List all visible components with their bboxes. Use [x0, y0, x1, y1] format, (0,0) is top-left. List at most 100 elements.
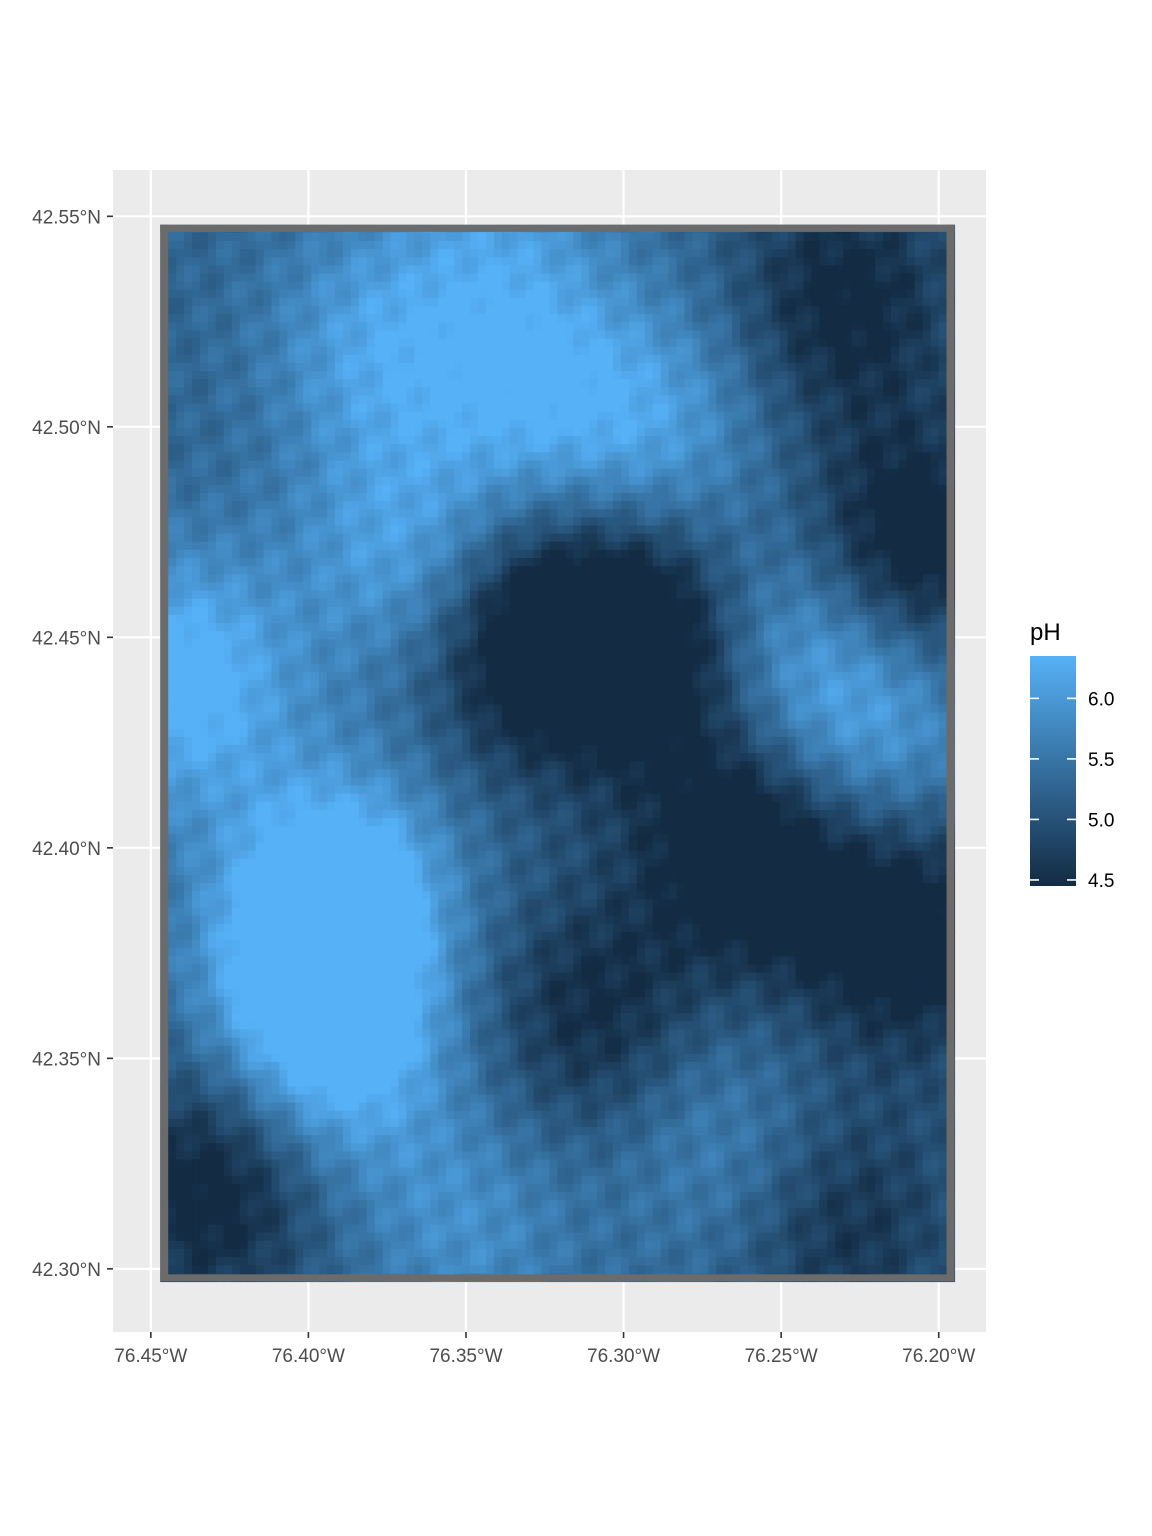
raster-cell: [557, 387, 566, 397]
raster-cell: [883, 257, 892, 266]
raster-cell: [628, 403, 638, 413]
raster-cell: [382, 354, 392, 364]
raster-cell: [509, 444, 519, 453]
raster-cell: [875, 566, 884, 575]
raster-cell: [501, 379, 511, 388]
raster-cell: [517, 501, 527, 510]
raster-cell: [485, 598, 495, 608]
raster-cell: [533, 566, 543, 575]
raster-cell: [859, 403, 868, 413]
raster-cell: [462, 468, 471, 478]
raster-cell: [311, 354, 320, 364]
raster-cell: [231, 492, 241, 502]
raster-cell: [692, 265, 701, 275]
raster-cell: [303, 419, 312, 429]
raster-cell: [215, 379, 225, 388]
raster-cell: [446, 598, 455, 608]
raster-cell: [692, 297, 701, 307]
raster-cell: [906, 265, 916, 275]
raster-cell: [612, 346, 622, 356]
raster-cell: [446, 541, 455, 551]
raster-cell: [771, 346, 781, 356]
raster-cell: [676, 387, 686, 397]
raster-cell: [755, 460, 765, 470]
raster-cell: [311, 492, 320, 502]
raster-cell: [755, 558, 765, 567]
raster-cell: [422, 614, 431, 624]
raster-cell: [406, 558, 416, 567]
raster-cell: [184, 354, 193, 364]
raster-cell: [628, 444, 638, 453]
raster-cell: [620, 322, 630, 332]
raster-cell: [263, 468, 273, 478]
raster-cell: [199, 533, 209, 543]
raster-cell: [509, 606, 519, 616]
raster-cell: [549, 306, 558, 315]
raster-cell: [906, 468, 916, 478]
raster-cell: [819, 468, 829, 478]
raster-cell: [787, 257, 797, 266]
raster-cell: [406, 549, 416, 559]
raster-cell: [771, 354, 781, 364]
raster-cell: [311, 574, 320, 583]
raster-cell: [279, 354, 288, 364]
raster-cell: [938, 379, 948, 388]
raster-cell: [303, 501, 312, 510]
raster-cell: [938, 387, 948, 397]
raster-cell: [747, 598, 757, 608]
raster-cell: [549, 436, 558, 445]
raster-cell: [851, 468, 860, 478]
raster-cell: [335, 509, 344, 518]
raster-cell: [708, 558, 717, 567]
raster-cell: [247, 403, 257, 413]
raster-cell: [406, 281, 416, 291]
raster-cell: [565, 460, 574, 470]
raster-cell: [477, 257, 487, 266]
raster-cell: [740, 354, 749, 364]
raster-cell: [922, 427, 932, 437]
raster-cell: [732, 623, 741, 632]
raster-cell: [493, 509, 503, 518]
raster-cell: [565, 322, 574, 332]
raster-cell: [279, 476, 288, 486]
raster-cell: [501, 566, 511, 575]
raster-cell: [779, 501, 789, 510]
raster-cell: [279, 452, 288, 462]
raster-cell: [867, 419, 876, 429]
raster-cell: [493, 533, 503, 543]
raster-cell: [319, 549, 328, 559]
raster-cell: [287, 427, 296, 437]
raster-cell: [342, 558, 352, 567]
raster-cell: [382, 484, 392, 494]
raster-cell: [636, 338, 646, 348]
raster-cell: [668, 289, 678, 299]
raster-cell: [890, 419, 900, 429]
raster-cell: [747, 558, 757, 567]
raster-cell: [414, 606, 423, 616]
raster-cell: [430, 240, 439, 250]
raster-cell: [255, 322, 265, 332]
raster-cell: [787, 297, 797, 307]
raster-cell: [223, 330, 233, 340]
raster-cell: [597, 281, 606, 291]
raster-cell: [462, 525, 471, 535]
raster-cell: [350, 330, 360, 340]
raster-cell: [668, 525, 678, 535]
raster-cell: [660, 525, 670, 535]
raster-cell: [573, 623, 582, 632]
raster-cell: [390, 232, 400, 242]
raster-cell: [438, 460, 447, 470]
raster-cell: [287, 232, 296, 242]
raster-cell: [541, 460, 551, 470]
raster-cell: [485, 371, 495, 380]
raster-cell: [716, 232, 725, 242]
raster-cell: [811, 549, 821, 559]
raster-cell: [279, 444, 288, 453]
raster-cell: [462, 517, 471, 527]
raster-cell: [279, 371, 288, 380]
raster-cell: [509, 322, 519, 332]
raster-cell: [795, 322, 805, 332]
raster-cell: [779, 574, 789, 583]
raster-cell: [350, 273, 360, 283]
raster-cell: [859, 509, 868, 518]
